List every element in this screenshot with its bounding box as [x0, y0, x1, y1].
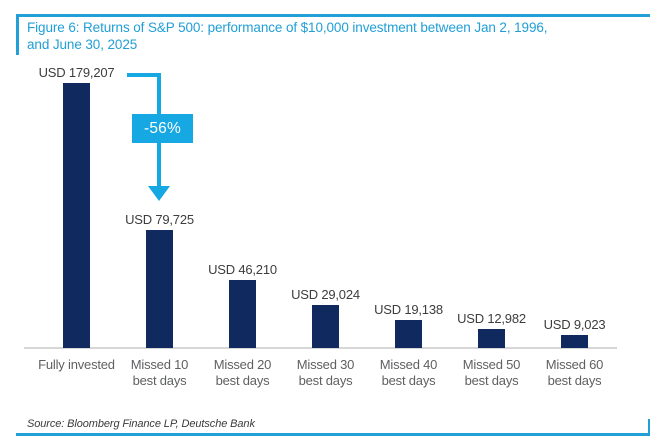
figure-title-line-2: and June 30, 2025 — [27, 36, 138, 52]
bar — [63, 83, 90, 348]
bar-value-label: USD 29,024 — [291, 287, 360, 302]
frame-right-line — [647, 419, 650, 436]
bar-category-label: Fully invested — [38, 357, 115, 372]
x-axis-line — [24, 347, 617, 349]
bar-value-label: USD 46,210 — [208, 262, 277, 277]
figure-title-line-1: Figure 6: Returns of S&P 500: performanc… — [27, 20, 548, 35]
bar-value-label: USD 19,138 — [374, 302, 443, 317]
bar — [146, 230, 173, 348]
source-note: Source: Bloomberg Finance LP, Deutsche B… — [27, 418, 255, 430]
arrow-down-icon — [147, 186, 170, 201]
frame-left-line — [16, 14, 19, 55]
bar-category-label: Missed 20 best days — [213, 357, 272, 388]
bar — [395, 320, 422, 348]
frame-bottom-line — [16, 433, 650, 436]
decline-badge: -56% — [132, 114, 193, 143]
bar-category-label: Missed 30 best days — [296, 357, 355, 388]
bar-value-label: USD 12,982 — [457, 311, 526, 326]
bar — [312, 305, 339, 348]
bar-category-label: Missed 10 best days — [130, 357, 189, 388]
bar — [478, 329, 505, 348]
decline-arrow-horizontal-line — [127, 73, 161, 77]
bar-value-label: USD 79,725 — [125, 212, 194, 227]
bar-category-label: Missed 50 best days — [462, 357, 521, 388]
figure-title: Figure 6: Returns of S&P 500: performanc… — [27, 20, 635, 53]
bar-value-label: USD 9,023 — [543, 317, 606, 332]
bar-category-label: Missed 60 best days — [545, 357, 604, 388]
bar-value-label: USD 179,207 — [38, 65, 115, 80]
bar-category-label: Missed 40 best days — [379, 357, 438, 388]
bar — [561, 335, 588, 348]
bar — [229, 280, 256, 348]
frame-top-line — [16, 14, 650, 17]
